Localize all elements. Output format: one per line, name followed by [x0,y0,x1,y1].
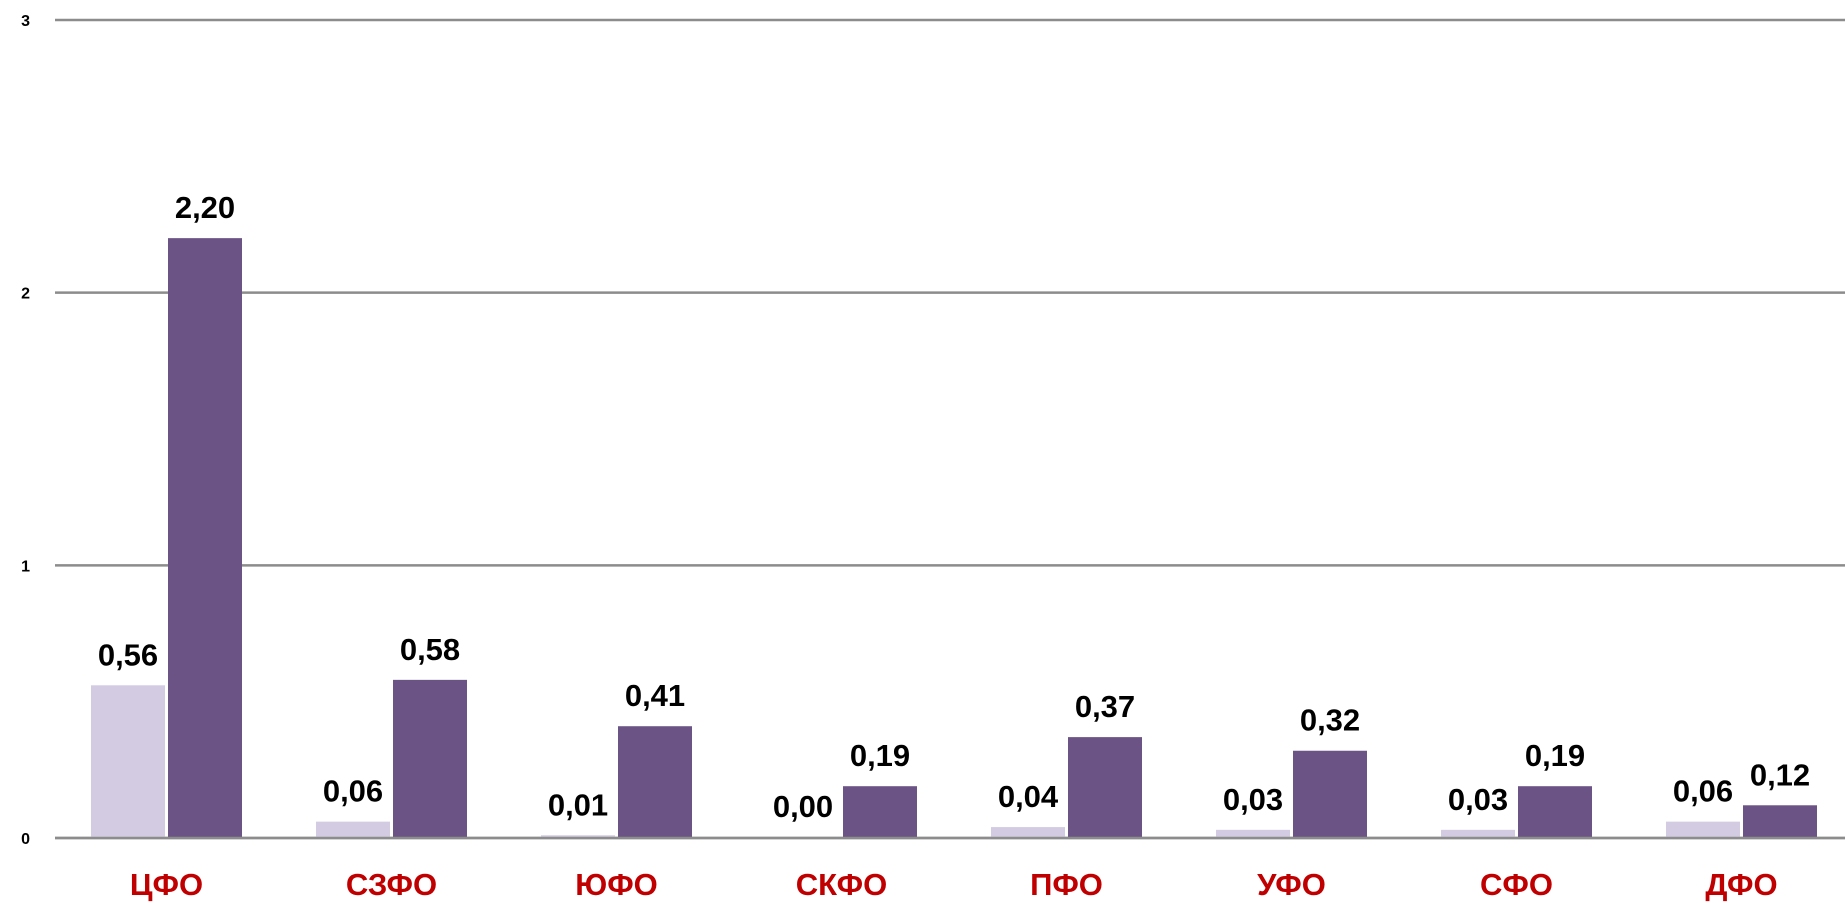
data-label-series1-0: 0,56 [98,637,158,672]
data-label-series2-0: 2,20 [175,190,235,225]
data-label-series2-5: 0,32 [1300,703,1360,738]
data-label-series1-3: 0,00 [773,789,833,824]
gridlines [55,18,1845,840]
bar-series2-5 [1293,750,1367,838]
category-label: СЗФО [346,867,437,902]
category-label: ДФО [1705,867,1777,902]
y-tick-label: 0 [21,831,30,848]
category-label: СКФО [796,867,887,902]
data-label-series2-1: 0,58 [400,632,460,667]
y-axis-tick-labels: 0 1 2 3 [21,13,30,848]
data-label-series1-5: 0,03 [1223,782,1283,817]
data-label-series2-4: 0,37 [1075,689,1135,724]
data-label-series2-3: 0,19 [850,738,910,773]
category-label: ПФО [1030,867,1103,902]
bar-series1-4 [991,827,1065,838]
data-label-series1-7: 0,06 [1673,774,1733,809]
bar-series1-1 [316,821,390,838]
y-tick-label: 3 [21,13,30,30]
bar-series2-2 [618,726,692,838]
category-label: ЮФО [575,867,658,902]
bar-series2-4 [1068,737,1142,838]
bar-series2-3 [843,786,917,838]
category-label: УФО [1257,867,1326,902]
y-tick-label: 1 [21,558,30,575]
bar-series1-6 [1441,829,1515,838]
bar-series1-0 [91,685,165,838]
y-tick-label: 2 [21,286,30,303]
data-label-series2-2: 0,41 [625,678,685,713]
bar-series1-2 [541,835,615,838]
bar-series2-1 [393,679,467,838]
data-label-series1-1: 0,06 [323,774,383,809]
data-label-series1-2: 0,01 [548,787,608,822]
data-label-series1-4: 0,04 [998,779,1059,814]
bar-series2-6 [1518,786,1592,838]
data-label-series2-7: 0,12 [1750,757,1810,792]
bars [91,238,1817,839]
bar-series2-0 [168,238,242,839]
data-labels: 0,56 2,20 0,06 0,58 0,01 0,41 0,00 0,19 0,04 0,37… [55,190,1845,840]
data-label-series1-6: 0,03 [1448,782,1508,817]
data-label-series2-6: 0,19 [1525,738,1585,773]
bar-series2-7 [1743,805,1817,838]
category-label: СФО [1480,867,1553,902]
bar-series1-5 [1216,829,1290,838]
category-labels: ЦФО СЗФО ЮФО СКФО ПФО УФО СФО ДФО [130,867,1778,902]
bar-series1-7 [1666,821,1740,838]
category-label: ЦФО [130,867,203,902]
